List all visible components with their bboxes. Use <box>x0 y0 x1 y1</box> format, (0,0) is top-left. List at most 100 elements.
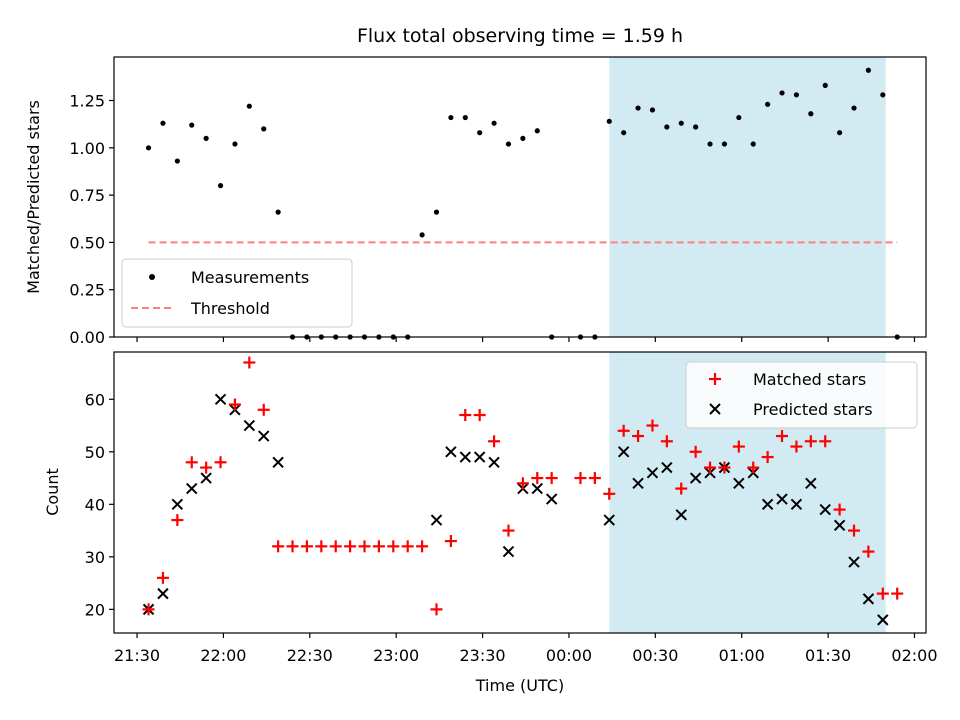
predicted-star-point <box>603 514 615 526</box>
matched-star-point <box>214 456 227 469</box>
matched-star-point <box>603 487 616 500</box>
measurement-point <box>736 114 742 121</box>
legend-matched-label: Matched stars <box>753 370 866 389</box>
measurement-point <box>851 105 857 111</box>
measurement-point <box>145 145 152 151</box>
measurement-point <box>649 107 656 113</box>
measurement-point <box>865 67 872 73</box>
top-legend: Measurements Threshold <box>121 258 353 328</box>
measurement-point <box>750 141 756 147</box>
measurement-point <box>808 111 814 117</box>
predicted-star-point <box>200 472 212 484</box>
predicted-star-point <box>646 467 659 479</box>
x-tick-label: 21:30 <box>114 646 160 665</box>
measurement-point <box>707 141 713 147</box>
bottom-y-axis-label: Count <box>43 468 62 516</box>
matched-star-point <box>531 472 544 485</box>
matched-star-point <box>632 430 645 443</box>
measurement-point <box>433 209 440 215</box>
top-axes-frame <box>113 56 927 338</box>
matched-star-point <box>862 545 875 558</box>
y-tick-label: 20 <box>85 600 105 619</box>
predicted-star-point <box>473 451 486 463</box>
measurement-point <box>779 90 785 96</box>
predicted-star-point <box>186 482 198 495</box>
y-tick-label: 50 <box>85 443 105 462</box>
measurement-point <box>419 232 425 238</box>
measurement-point <box>880 92 886 98</box>
matched-star-point <box>315 540 328 553</box>
matched-star-point <box>776 430 789 443</box>
matched-star-point <box>300 540 313 553</box>
predicted-star-point <box>617 446 630 458</box>
matched-star-point <box>416 540 429 553</box>
x-tick-label: 01:00 <box>719 646 765 665</box>
predicted-star-point <box>819 503 831 516</box>
matched-star-point <box>473 409 486 422</box>
measurement-point <box>261 126 267 132</box>
matched-star-point <box>228 398 241 411</box>
x-axis-label: Time (UTC) <box>475 676 564 695</box>
measurement-point <box>837 130 843 136</box>
matched-star-point <box>718 461 731 474</box>
matched-star-point <box>617 424 630 437</box>
predicted-star-point <box>445 446 457 458</box>
matched-star-point <box>488 435 501 448</box>
matched-star-point <box>358 540 371 553</box>
measurement-point <box>232 141 238 147</box>
predicted-star-point <box>689 472 702 484</box>
predicted-star-point <box>531 482 543 495</box>
matched-star-point <box>732 440 745 453</box>
measurement-point <box>606 118 612 124</box>
legend-predicted-label: Predicted stars <box>753 400 873 419</box>
measurement-point <box>505 141 512 147</box>
x-tick-label: 00:00 <box>546 646 592 665</box>
matched-star-point <box>675 482 688 495</box>
matched-star-point <box>588 472 601 485</box>
matched-star-point <box>185 456 198 469</box>
x-tick-label: 23:30 <box>460 646 506 665</box>
measurement-point <box>664 124 670 130</box>
predicted-star-point <box>157 587 169 600</box>
measurement-point <box>174 158 180 164</box>
measurement-point <box>678 120 684 126</box>
matched-star-point <box>372 540 385 553</box>
predicted-star-point <box>675 509 687 521</box>
legend-measurements-label: Measurements <box>191 268 309 287</box>
x-tick-label: 22:30 <box>287 646 333 665</box>
matched-star-point <box>516 477 529 490</box>
measurement-point <box>693 124 699 130</box>
predicted-star-point <box>214 393 227 405</box>
predicted-star-point <box>272 456 284 469</box>
predicted-star-point <box>171 498 184 511</box>
matched-star-point <box>142 603 155 616</box>
measurement-point <box>217 183 224 189</box>
matched-star-point <box>329 540 342 553</box>
y-tick-label: 60 <box>85 390 105 409</box>
predicted-star-point <box>833 519 846 532</box>
measurement-point <box>721 141 728 147</box>
y-tick-label: 30 <box>85 548 105 567</box>
observing-window-shade <box>609 57 886 337</box>
matched-star-point <box>444 535 457 548</box>
matched-star-point <box>833 503 846 516</box>
matched-star-point <box>243 356 256 369</box>
predicted-star-point <box>258 430 270 442</box>
predicted-star-point <box>761 498 774 511</box>
matched-star-point <box>761 451 774 464</box>
predicted-star-point <box>790 498 803 511</box>
predicted-star-point <box>661 461 673 474</box>
matched-star-point <box>156 571 169 584</box>
y-tick-label: 1.00 <box>69 139 105 158</box>
matched-star-point <box>689 445 702 458</box>
x-tick-label: 23:00 <box>373 646 419 665</box>
top-y-axis-label: Matched/Predicted stars <box>24 100 43 294</box>
matched-star-point <box>704 461 717 474</box>
matched-star-point <box>502 524 515 537</box>
matched-star-point <box>387 540 400 553</box>
predicted-star-point <box>502 545 515 558</box>
legend-threshold-label: Threshold <box>190 299 270 318</box>
matched-star-point <box>545 472 558 485</box>
predicted-star-point <box>488 456 500 469</box>
measurement-point <box>203 135 209 141</box>
